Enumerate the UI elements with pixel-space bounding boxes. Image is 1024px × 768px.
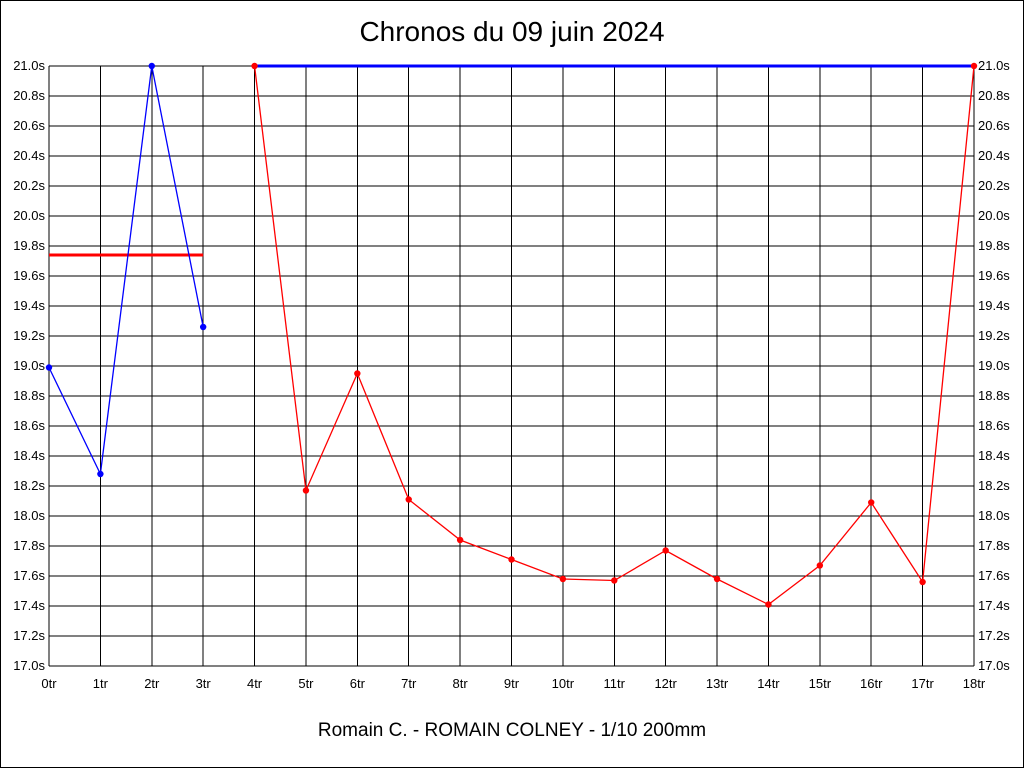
series-line — [48, 65, 204, 477]
y-tick-label-left: 17.4s — [13, 598, 45, 613]
data-point — [508, 556, 515, 563]
data-point — [199, 323, 207, 331]
y-tick-label-left: 18.4s — [13, 448, 45, 463]
data-point — [405, 496, 412, 503]
data-point — [354, 370, 361, 377]
x-tick-label: 8tr — [453, 676, 469, 691]
y-tick-label-right: 18.0s — [978, 508, 1010, 523]
data-point — [611, 577, 618, 584]
data-point — [765, 601, 772, 608]
x-tick-label: 7tr — [401, 676, 417, 691]
data-point — [970, 62, 978, 70]
data-point — [97, 470, 104, 478]
y-tick-label-right: 21.0s — [978, 58, 1010, 73]
data-point — [251, 62, 258, 70]
data-point — [816, 562, 824, 569]
y-tick-label-right: 18.2s — [978, 478, 1010, 493]
y-tick-label-left: 17.6s — [13, 568, 45, 583]
y-tick-label-left: 20.2s — [13, 178, 45, 193]
y-tick-label-left: 19.8s — [13, 238, 45, 253]
x-tick-label: 5tr — [298, 676, 314, 691]
y-tick-label-right: 20.6s — [978, 118, 1010, 133]
y-tick-label-right: 19.0s — [978, 358, 1010, 373]
x-tick-label: 13tr — [706, 676, 729, 691]
y-tick-label-right: 20.2s — [978, 178, 1010, 193]
y-tick-label-right: 19.2s — [978, 328, 1010, 343]
x-tick-label: 15tr — [809, 676, 832, 691]
data-point — [919, 578, 926, 586]
y-tick-label-right: 17.0s — [978, 658, 1010, 673]
x-tick-label: 1tr — [93, 676, 109, 691]
data-point — [456, 536, 464, 544]
data-point — [868, 499, 875, 506]
y-tick-label-left: 21.0s — [13, 58, 45, 73]
data-point — [302, 487, 310, 494]
y-tick-label-right: 20.8s — [978, 88, 1010, 103]
y-tick-label-right: 17.2s — [978, 628, 1010, 643]
y-tick-label-left: 18.8s — [13, 388, 45, 403]
data-point — [45, 364, 53, 371]
y-tick-label-right: 17.6s — [978, 568, 1010, 583]
x-tick-label: 11tr — [604, 676, 626, 691]
chart-caption: Romain C. - ROMAIN COLNEY - 1/10 200mm — [317, 720, 707, 741]
y-tick-label-left: 20.4s — [13, 148, 45, 163]
y-tick-label-left: 19.6s — [13, 268, 45, 283]
data-point — [559, 575, 567, 583]
chart-title: Chronos du 09 juin 2024 — [359, 16, 665, 47]
y-tick-label-right: 19.4s — [978, 298, 1010, 313]
x-tick-label: 17tr — [911, 676, 934, 691]
y-tick-label-left: 20.6s — [13, 118, 45, 133]
x-tick-label: 4tr — [247, 676, 263, 691]
y-tick-label-left: 17.8s — [13, 538, 45, 553]
data-point — [713, 575, 721, 583]
y-tick-label-right: 18.6s — [978, 418, 1010, 433]
x-tick-label: 12tr — [654, 676, 677, 691]
y-tick-label-left: 18.0s — [13, 508, 45, 523]
y-tick-label-right: 19.6s — [978, 268, 1010, 283]
x-tick-label: 3tr — [196, 676, 212, 691]
y-tick-label-right: 20.4s — [978, 148, 1010, 163]
y-tick-label-left: 19.0s — [13, 358, 45, 373]
y-tick-label-left: 20.0s — [13, 208, 45, 223]
x-tick-label: 9tr — [504, 676, 520, 691]
x-tick-label: 18tr — [963, 676, 986, 691]
y-tick-label-right: 19.8s — [978, 238, 1010, 253]
x-tick-label: 2tr — [144, 676, 160, 691]
y-tick-label-right: 20.0s — [978, 208, 1010, 223]
y-tick-label-right: 17.8s — [978, 538, 1010, 553]
y-tick-label-left: 17.2s — [13, 628, 45, 643]
y-tick-label-left: 20.8s — [13, 88, 45, 103]
y-tick-label-left: 19.2s — [13, 328, 45, 343]
y-tick-label-left: 18.6s — [13, 418, 45, 433]
data-point — [662, 547, 669, 554]
x-tick-label: 16tr — [860, 676, 883, 691]
y-tick-label-right: 18.8s — [978, 388, 1010, 403]
y-tick-label-left: 17.0s — [13, 658, 45, 673]
x-tick-label: 14tr — [757, 676, 780, 691]
y-tick-label-left: 19.4s — [13, 298, 45, 313]
data-point — [148, 62, 155, 70]
x-tick-label: 6tr — [350, 676, 366, 691]
y-tick-label-right: 18.4s — [978, 448, 1010, 463]
x-tick-label: 10tr — [552, 676, 575, 691]
y-tick-label-left: 18.2s — [13, 478, 45, 493]
x-tick-label: 0tr — [41, 676, 57, 691]
y-tick-label-right: 17.4s — [978, 598, 1010, 613]
